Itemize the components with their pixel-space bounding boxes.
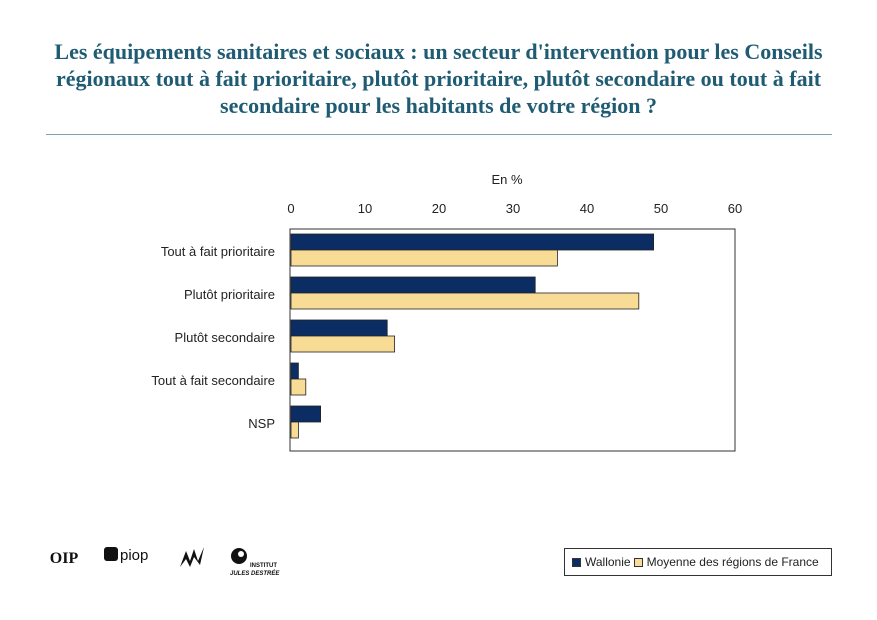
legend-label-wallonie: Wallonie bbox=[585, 555, 631, 569]
legend-item-wallonie: Wallonie bbox=[572, 555, 631, 569]
oip-logo-mark: OIP bbox=[50, 550, 79, 567]
bar-wallonie-plutot-prioritaire bbox=[290, 276, 536, 294]
chart-legend: Wallonie Moyenne des régions de France bbox=[564, 548, 832, 576]
bars bbox=[290, 233, 655, 439]
institut-jules-destree-logo: INSTITUT JULES DESTRÉE bbox=[228, 545, 288, 581]
oip-logo: OIP bbox=[44, 545, 88, 581]
legend-swatch-wallonie bbox=[572, 557, 581, 567]
x-tick-label-10: 10 bbox=[358, 201, 372, 216]
legend-item-moyenne-france: Moyenne des régions de France bbox=[633, 555, 819, 569]
category-labels: Tout à fait prioritaire Plutôt prioritair… bbox=[151, 244, 275, 431]
category-label-plutot-secondaire: Plutôt secondaire bbox=[175, 330, 275, 345]
wallonie-logo bbox=[174, 545, 214, 581]
bar-wallonie-tout-a-fait-secondaire bbox=[290, 362, 299, 380]
bar-wallonie-nsp bbox=[290, 405, 322, 423]
chart-title: Les équipements sanitaires et sociaux : … bbox=[54, 39, 823, 118]
legend-swatch-moyenne-france bbox=[633, 557, 643, 567]
x-tick-label-20: 20 bbox=[432, 201, 446, 216]
bar-moyenne-des-regions-de-france-tout-a-fait-secondaire bbox=[290, 378, 307, 396]
bar-moyenne-des-regions-de-france-nsp bbox=[290, 421, 299, 439]
ijd-logo-line1: INSTITUT bbox=[250, 563, 277, 569]
x-tick-label-0: 0 bbox=[287, 201, 294, 216]
ijd-logo-line2: JULES DESTRÉE bbox=[230, 569, 280, 577]
x-axis-ticks: 0 10 20 30 40 50 60 bbox=[287, 201, 742, 216]
title-divider bbox=[46, 134, 832, 135]
x-tick-label-60: 60 bbox=[728, 201, 742, 216]
x-tick-label-40: 40 bbox=[580, 201, 594, 216]
x-tick-label-30: 30 bbox=[506, 201, 520, 216]
legend-label-moyenne-france: Moyenne des régions de France bbox=[646, 555, 819, 569]
logos: OIP piop INSTITUT JULES DESTRÉE bbox=[44, 545, 304, 585]
bar-wallonie-plutot-secondaire bbox=[290, 319, 388, 337]
category-label-plutot-prioritaire: Plutôt prioritaire bbox=[184, 287, 275, 302]
bar-moyenne-des-regions-de-france-tout-a-fait-prioritaire bbox=[290, 249, 558, 267]
category-label-nsp: NSP bbox=[248, 416, 275, 431]
x-tick-label-50: 50 bbox=[654, 201, 668, 216]
bar-wallonie-tout-a-fait-prioritaire bbox=[290, 233, 655, 251]
bar-moyenne-des-regions-de-france-plutot-prioritaire bbox=[290, 292, 640, 310]
category-label-tout-a-fait-prioritaire: Tout à fait prioritaire bbox=[161, 244, 275, 259]
category-label-tout-a-fait-secondaire: Tout à fait secondaire bbox=[151, 373, 275, 388]
unit-label: En % bbox=[491, 172, 523, 187]
piop-logo: piop bbox=[102, 545, 162, 581]
piop-logo-mark: piop bbox=[120, 547, 148, 564]
plot-frame bbox=[289, 228, 736, 452]
bar-moyenne-des-regions-de-france-plutot-secondaire bbox=[290, 335, 395, 353]
